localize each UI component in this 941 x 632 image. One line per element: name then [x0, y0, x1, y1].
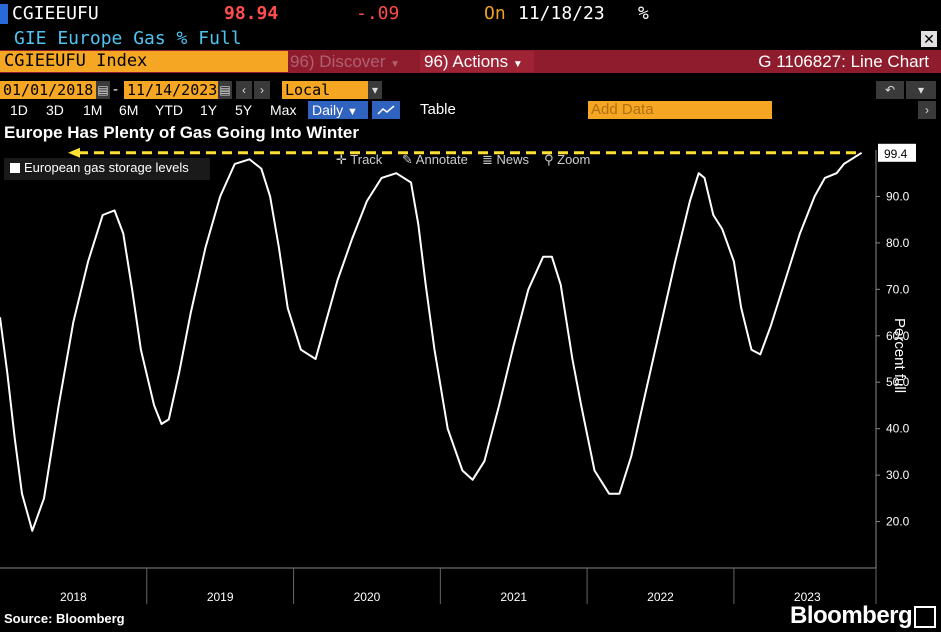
crosshair-icon: ✛ — [336, 152, 351, 167]
security-description: GIE Europe Gas % Full — [14, 28, 242, 49]
period-3d[interactable]: 3D — [46, 102, 64, 118]
frequency-label: Daily — [312, 102, 344, 118]
track-label: Track — [350, 152, 383, 167]
x-tick-label: 2021 — [500, 590, 527, 604]
legend-swatch — [10, 163, 20, 173]
track-tool[interactable]: ✛ Track — [336, 152, 382, 168]
frequency-select[interactable]: Daily ▼ — [308, 101, 368, 119]
source-note: Source: Bloomberg — [4, 611, 125, 626]
start-date-input[interactable]: 01/01/2018 — [0, 81, 96, 99]
bloomberg-logo: Bloomberg — [790, 602, 913, 629]
zoom-tool[interactable]: ⚲ Zoom — [544, 152, 590, 168]
magnifier-icon: ⚲ — [544, 152, 558, 167]
line-chart-icon[interactable] — [372, 101, 400, 119]
chevron-down-icon: ▼ — [390, 59, 401, 70]
y-tick-label: 40.0 — [886, 422, 910, 436]
period-ytd[interactable]: YTD — [155, 102, 183, 118]
x-tick-label: 2022 — [647, 590, 674, 604]
add-data-input[interactable]: Add Data — [588, 101, 772, 119]
zoom-label: Zoom — [557, 152, 591, 167]
end-date-input[interactable]: 11/14/2023 — [124, 81, 218, 99]
chart-title: Europe Has Plenty of Gas Going Into Wint… — [4, 123, 359, 142]
ticker-marker — [0, 4, 8, 24]
y-tick-label: 70.0 — [886, 282, 910, 296]
news-tool[interactable]: ≣ News — [482, 152, 529, 168]
last-value-label: 99.4 — [884, 147, 908, 161]
period-1y[interactable]: 1Y — [200, 102, 218, 118]
last-price: 98.94 — [224, 3, 279, 24]
period-6m[interactable]: 6M — [119, 102, 139, 118]
dropdown-icon[interactable]: ▾ — [906, 81, 936, 99]
chevron-down-icon: ▼ — [347, 106, 358, 118]
discover-button[interactable]: 96) Discover ▼ — [290, 51, 416, 72]
end-calendar-icon[interactable]: ▤ — [218, 81, 232, 99]
y-axis-ticks: 20.0 30.0 40.0 50.0 60.0 70.0 80.0 90.0 — [876, 189, 910, 529]
security-input[interactable]: CGIEEUFU Index — [0, 51, 288, 72]
annotate-label: Annotate — [415, 152, 468, 167]
period-1m[interactable]: 1M — [83, 102, 103, 118]
period-1d[interactable]: 1D — [10, 102, 28, 118]
y-axis-label: Percent full — [891, 318, 908, 394]
x-tick-label: 2023 — [794, 590, 821, 604]
last-value-box — [878, 143, 916, 162]
period-max[interactable]: Max — [270, 102, 297, 118]
chevron-down-icon[interactable]: ▾ — [368, 81, 382, 99]
news-icon: ≣ — [482, 152, 497, 167]
forward-arrow-icon[interactable]: › — [254, 81, 270, 99]
legend-label: European gas storage levels — [24, 160, 189, 175]
undo-icon[interactable]: ↶ — [876, 81, 904, 99]
start-calendar-icon[interactable]: ▤ — [96, 81, 110, 99]
y-tick-label: 50.0 — [886, 375, 910, 389]
period-5y[interactable]: 5Y — [235, 102, 253, 118]
quote-date: 11/18/23 — [518, 3, 605, 24]
price-change: -.09 — [356, 3, 400, 24]
percent-sign: % — [638, 3, 649, 24]
y-tick-label: 20.0 — [886, 515, 910, 529]
chevron-down-icon: ▼ — [512, 59, 523, 70]
pencil-icon: ✎ — [402, 152, 416, 167]
news-label: News — [496, 152, 530, 167]
reference-arrow-icon — [68, 147, 80, 158]
legend — [4, 158, 210, 180]
y-tick-label: 80.0 — [886, 236, 910, 250]
x-tick-label: 2020 — [354, 590, 381, 604]
ticker-symbol: CGIEEUFU — [12, 3, 99, 24]
date-separator: - — [113, 81, 118, 98]
last-value-badge: 99.4 — [878, 143, 916, 162]
ticker-bar: CGIEEUFU 98.94 -.09 On 11/18/23 % — [0, 0, 941, 28]
back-arrow-icon[interactable]: ‹ — [236, 81, 252, 99]
discover-label: 96) Discover — [290, 52, 386, 71]
series-line — [0, 151, 863, 532]
y-tick-label: 30.0 — [886, 468, 910, 482]
y-tick-label: 90.0 — [886, 189, 910, 203]
y-tick-label: 60.0 — [886, 329, 910, 343]
actions-label: 96) Actions — [424, 52, 509, 71]
x-axis-labels: 2018 2019 2020 2021 2022 2023 — [60, 568, 877, 604]
annotate-tool[interactable]: ✎ Annotate — [402, 152, 468, 168]
settings-icon[interactable]: › — [918, 101, 936, 119]
x-tick-label: 2019 — [207, 590, 234, 604]
on-label: On — [484, 3, 506, 24]
chart-id-label: G 1106827: Line Chart — [758, 52, 929, 71]
x-tick-label: 2018 — [60, 590, 87, 604]
table-button[interactable]: Table — [420, 101, 456, 118]
actions-button[interactable]: 96) Actions ▼ — [420, 51, 534, 72]
currency-select[interactable]: Local CCY — [282, 81, 368, 117]
logo-box-icon — [914, 606, 936, 628]
close-icon[interactable]: ✕ — [921, 31, 937, 47]
